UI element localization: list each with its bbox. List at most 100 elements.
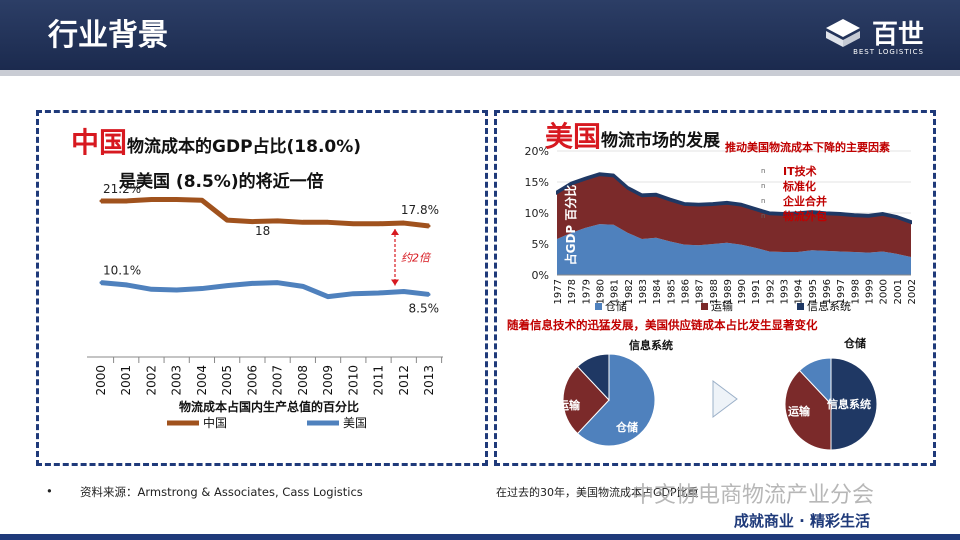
- data-label-last: 8.5%: [409, 301, 440, 315]
- x-tick-label: 1993: [780, 279, 791, 304]
- x-tick-label: 2004: [195, 365, 209, 396]
- x-tick-label: 2006: [245, 365, 259, 396]
- data-point: [225, 218, 229, 222]
- bullet-icon: n: [761, 182, 765, 190]
- pie-caption: 随着信息技术的迅猛发展，美国供应链成本占比发生显著变化: [507, 318, 818, 332]
- data-point: [124, 199, 128, 203]
- logo-subtext: BEST LOGISTICS: [853, 48, 924, 56]
- data-point: [326, 295, 330, 299]
- pie-before-label: 信息系统: [629, 338, 673, 352]
- x-tick-label: 1999: [865, 279, 876, 304]
- china-panel-title: 中国物流成本的GDP占比(18.0%): [71, 121, 361, 161]
- legend-label: 信息系统: [807, 299, 851, 313]
- x-tick-label: 2002: [144, 365, 158, 396]
- usa-panel: 美国物流市场的发展 0% 5% 10% 15% 20% 1977 1978 1979 1980 1…: [494, 110, 936, 466]
- data-point: [427, 292, 431, 296]
- legend-label: 中国: [203, 415, 227, 430]
- data-label-first: 21.2%: [103, 182, 141, 196]
- area-storage: [557, 224, 911, 275]
- bullet-icon: n: [761, 167, 765, 175]
- x-tick-label: 1991: [751, 279, 762, 304]
- pie-after-label: 运输: [788, 404, 811, 418]
- page-title: 行业背景: [48, 18, 168, 53]
- y-tick-label: 0%: [532, 269, 549, 282]
- data-point: [175, 197, 179, 201]
- x-tick-label: 2000: [94, 365, 108, 396]
- pie-before-slice: [562, 365, 610, 435]
- data-point: [149, 287, 153, 291]
- data-label-first: 10.1%: [103, 264, 141, 278]
- china-panel: 中国物流成本的GDP占比(18.0%) 是美国 (8.5%)的将近一倍 2000…: [36, 110, 488, 466]
- x-tick-label: 1978: [567, 279, 578, 304]
- data-point: [351, 292, 355, 296]
- series-line-china: [101, 196, 430, 229]
- chart-title: 物流成本占国内生产总值的百分比: [179, 399, 359, 414]
- x-tick-label: 1994: [794, 279, 805, 304]
- x-tick-label: 2001: [119, 365, 133, 396]
- driver-item: 物流外包: [783, 209, 827, 223]
- legend-label: 仓储: [605, 299, 627, 313]
- data-point: [427, 224, 431, 228]
- data-point: [402, 289, 406, 293]
- source-bullet: •: [46, 484, 53, 498]
- x-tick-label: 2010: [346, 365, 360, 396]
- pie-after-slice: [784, 369, 832, 451]
- drivers-title: 推动美国物流成本下降的主要因素: [725, 140, 890, 154]
- x-tick-label: 1990: [737, 279, 748, 304]
- x-tick-label: 2007: [271, 365, 285, 396]
- x-tick-label: 2005: [220, 365, 234, 396]
- x-tick-label: 2000: [879, 279, 890, 304]
- data-point: [175, 288, 179, 292]
- data-point: [200, 198, 204, 202]
- y-axis-label: 占GDP 百分比: [563, 185, 578, 266]
- data-point: [301, 284, 305, 288]
- usa-panel-title: 美国物流市场的发展: [545, 115, 720, 155]
- x-tick-label: 2009: [321, 365, 335, 396]
- pie-before-slice: [576, 353, 610, 402]
- driver-item: IT技术: [783, 164, 817, 178]
- x-tick-label: 2008: [296, 365, 310, 396]
- footer-note: 在过去的30年，美国物流成本占GDP比重: [496, 486, 699, 499]
- data-point: [351, 222, 355, 226]
- logo-text: 百世: [871, 20, 924, 50]
- chevron-right-icon: [712, 380, 738, 418]
- x-tick-label: 1988: [709, 279, 720, 304]
- y-tick-label: 10%: [525, 207, 549, 220]
- data-point: [250, 220, 254, 224]
- gap-annotation: 约2倍: [401, 251, 432, 264]
- title-highlight: 美国: [545, 120, 602, 153]
- data-point: [250, 281, 254, 285]
- data-point: [225, 284, 229, 288]
- legend-label: 运输: [711, 299, 733, 313]
- y-tick-label: 20%: [525, 145, 549, 158]
- data-point: [200, 287, 204, 291]
- y-tick-label: 15%: [525, 176, 549, 189]
- x-tick-label: 2001: [893, 279, 904, 304]
- legend-label: 美国: [343, 416, 367, 430]
- bullet-icon: n: [761, 212, 765, 220]
- data-point: [326, 220, 330, 224]
- x-tick-label: 2002: [907, 279, 918, 304]
- x-tick-label: 2011: [372, 365, 386, 396]
- x-tick-label: 1989: [723, 279, 734, 304]
- data-point: [99, 199, 103, 203]
- bullet-icon: n: [761, 197, 765, 205]
- pie-before-label: 运输: [558, 398, 581, 412]
- x-tick-label: 2003: [170, 365, 184, 396]
- header-bar: 行业背景 百世 BEST LOGISTICS: [0, 0, 960, 70]
- x-tick-label: 2013: [422, 365, 436, 396]
- pie-after-label: 仓储: [843, 336, 866, 350]
- legend-swatch: [797, 303, 804, 310]
- header-stripe: [0, 70, 960, 76]
- driver-item: 标准化: [782, 179, 816, 193]
- source-note: 资料来源：Armstrong & Associates, Cass Logist…: [80, 485, 363, 499]
- area-transport: [557, 175, 911, 258]
- driver-item: 企业合并: [782, 194, 827, 208]
- legend-swatch: [701, 303, 708, 310]
- data-point: [377, 291, 381, 295]
- x-tick-label: 1982: [624, 279, 635, 304]
- arrow-down-icon: [391, 279, 399, 286]
- x-tick-label: 1980: [595, 279, 606, 304]
- x-tick-label: 1984: [652, 279, 663, 304]
- x-tick-label: 1992: [765, 279, 776, 304]
